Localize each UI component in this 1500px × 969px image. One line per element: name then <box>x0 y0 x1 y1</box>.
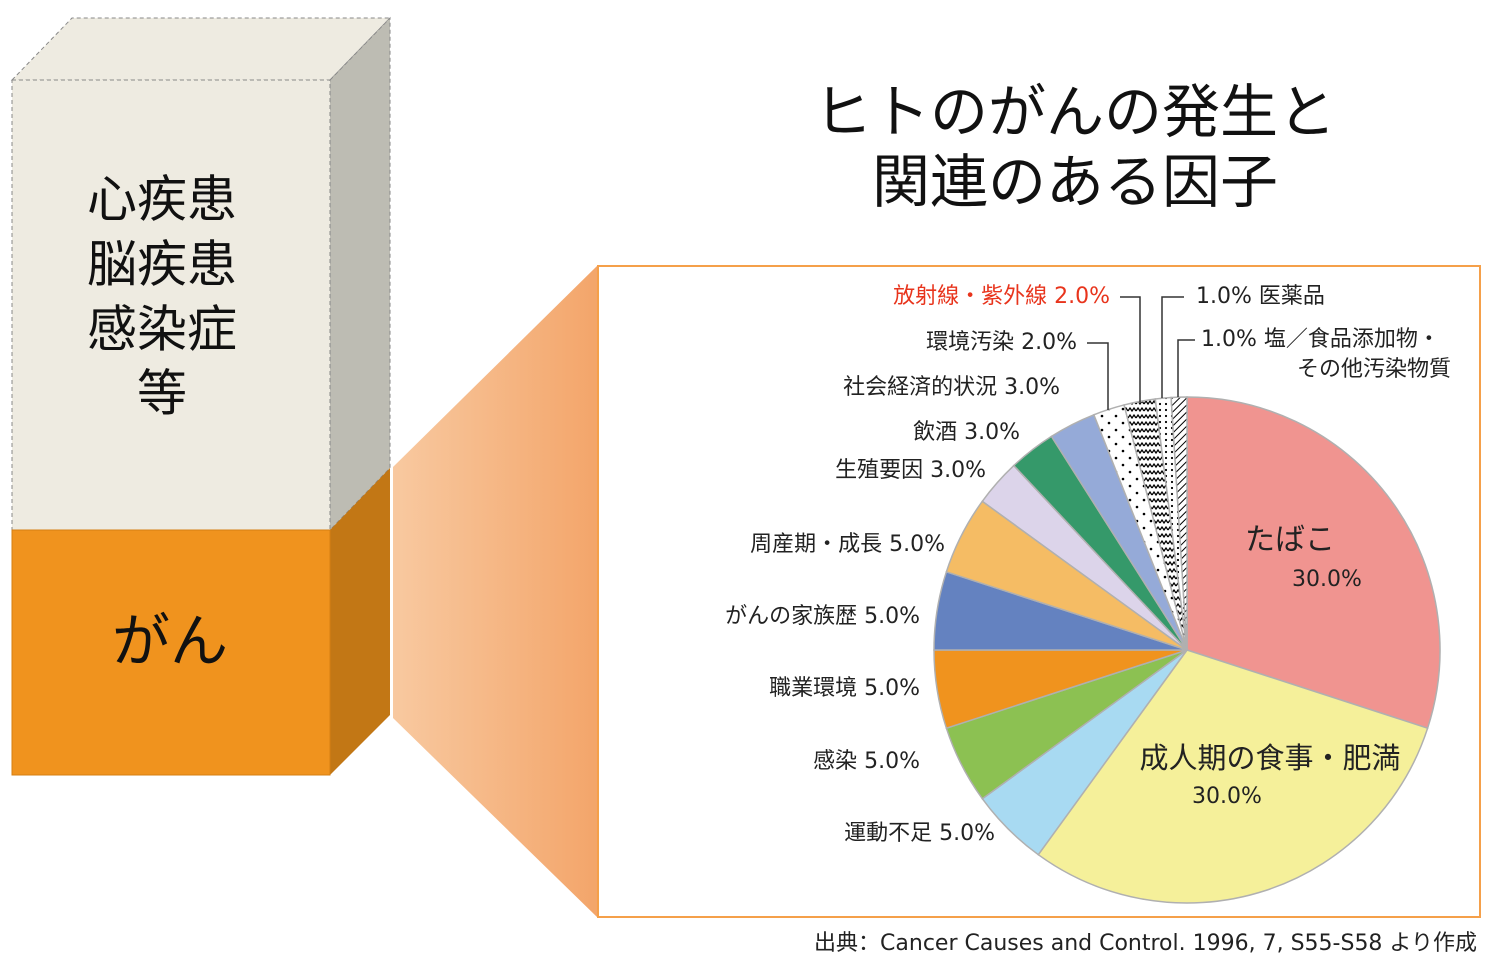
slice-label-family-history: がんの家族歴 5.0% <box>725 604 920 629</box>
block-side-cancer <box>330 468 390 775</box>
leader-line-salt <box>1177 339 1195 397</box>
disease-block: 心疾患 脳疾患 感染症 等 がん <box>10 16 392 776</box>
other-disease-line: 心疾患 <box>87 171 237 229</box>
slice-value-tobacco: 30.0% <box>1292 567 1362 592</box>
other-disease-line: 脳疾患 <box>87 236 237 294</box>
slice-label-environment: 環境汚染 2.0% <box>926 330 1077 355</box>
slice-label-salt: 1.0% 塩／食品添加物・ <box>1201 327 1440 352</box>
block-side-other <box>329 16 391 532</box>
slice-label-tobacco: たばこ <box>1245 523 1335 558</box>
chart-title-line-1: ヒトのがんの発生と <box>814 78 1336 146</box>
leader-line-radiation <box>1120 296 1141 402</box>
pie-slice-13 <box>1170 396 1188 651</box>
zoom-funnel <box>393 265 598 918</box>
pie-chart <box>933 396 1441 904</box>
slice-label-salt-line2: その他汚染物質 <box>1297 357 1451 382</box>
pie-slice-0 <box>1186 396 1441 730</box>
block-front-cancer <box>11 529 331 776</box>
slice-label-socioeconomic: 社会経済的状況 3.0% <box>843 375 1060 400</box>
block-front-other <box>11 79 331 531</box>
slice-label-occupation: 職業環境 5.0% <box>769 676 920 701</box>
slice-label-adult-diet: 成人期の食事・肥満 <box>1139 741 1400 775</box>
slice-label-perinatal: 周産期・成長 5.0% <box>750 532 945 557</box>
slice-label-inactivity: 運動不足 5.0% <box>844 821 995 846</box>
slice-value-adult-diet: 30.0% <box>1192 784 1262 809</box>
slice-label-alcohol: 飲酒 3.0% <box>913 420 1020 445</box>
slice-label-medicine: 1.0% 医薬品 <box>1196 284 1325 309</box>
other-disease-line: 感染症 <box>87 301 237 359</box>
slice-label-reproductive: 生殖要因 3.0% <box>835 458 986 483</box>
cancer-label: がん <box>112 607 228 675</box>
chart-title-line-2: 関連のある因子 <box>872 148 1278 216</box>
leader-line-medicine <box>1161 296 1184 398</box>
leader-line-environment <box>1087 342 1109 410</box>
block-top-face <box>10 17 392 81</box>
slice-label-radiation: 放射線・紫外線 2.0% <box>893 284 1110 309</box>
other-disease-line: 等 <box>137 365 187 423</box>
source-note: 出典：Cancer Causes and Control. 1996, 7, S… <box>814 931 1477 956</box>
pie-slice-1 <box>1037 649 1429 904</box>
slice-label-infection: 感染 5.0% <box>813 749 920 774</box>
